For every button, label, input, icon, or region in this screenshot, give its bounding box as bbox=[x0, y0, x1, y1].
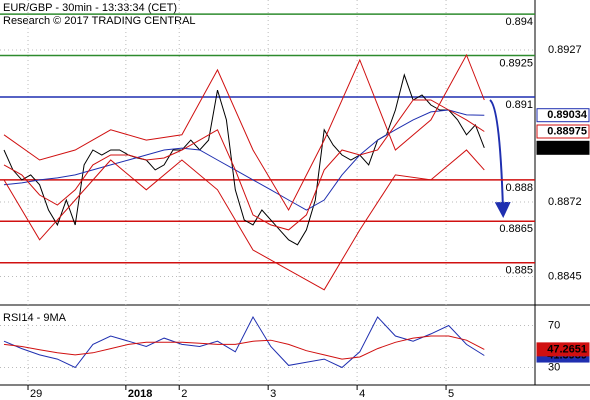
value-tag: 0.88916 bbox=[536, 140, 590, 155]
series-line bbox=[3, 73, 485, 246]
y-tick-label: 0.8927 bbox=[548, 44, 582, 56]
chart-subtitle: Research © 2017 TRADING CENTRAL bbox=[3, 15, 196, 27]
level-label: 0.888 bbox=[505, 182, 533, 194]
level-label: 0.8865 bbox=[499, 223, 533, 235]
rsi-title: RSI14 - 9MA bbox=[3, 312, 67, 324]
x-tick-label: 2 bbox=[181, 388, 187, 400]
series-line bbox=[3, 149, 485, 291]
value-tag-label: 0.88916 bbox=[547, 142, 587, 154]
value-tag-label: 47.2651 bbox=[547, 343, 587, 355]
series-line bbox=[3, 315, 485, 369]
series-line bbox=[3, 53, 485, 212]
x-tick-label: 29 bbox=[30, 388, 42, 400]
series-line bbox=[3, 99, 485, 231]
series-line bbox=[3, 335, 485, 360]
value-tag-box bbox=[536, 108, 590, 123]
y-tick-label: 30 bbox=[548, 361, 560, 373]
x-tick-label: 5 bbox=[448, 388, 454, 400]
level-label: 0.891 bbox=[505, 99, 533, 111]
value-tag-box bbox=[536, 342, 590, 357]
x-tick-label: 3 bbox=[270, 388, 276, 400]
value-tag: 0.89034 bbox=[536, 108, 590, 123]
value-tag-box bbox=[536, 124, 590, 139]
forecast-arrow bbox=[489, 99, 511, 218]
x-tick-label: 2018 bbox=[128, 388, 152, 400]
chart-title: EUR/GBP - 30min - 13:33:34 (CET) bbox=[3, 2, 177, 14]
value-tag: 47.2651 bbox=[536, 342, 590, 357]
level-label: 0.885 bbox=[505, 265, 533, 277]
x-tick-label: 4 bbox=[359, 388, 365, 400]
value-tag-label: 0.88975 bbox=[547, 125, 587, 137]
value-tag: 0.88975 bbox=[536, 124, 590, 139]
value-tag-box bbox=[536, 140, 590, 155]
level-label: 0.894 bbox=[505, 16, 533, 28]
level-label: 0.8925 bbox=[499, 57, 533, 69]
y-tick-label: 0.8845 bbox=[548, 270, 582, 282]
y-tick-label: 70 bbox=[548, 319, 560, 331]
y-tick-label: 0.8872 bbox=[548, 196, 582, 208]
value-tag-label: 0.89034 bbox=[547, 109, 588, 121]
series-line bbox=[3, 109, 485, 211]
